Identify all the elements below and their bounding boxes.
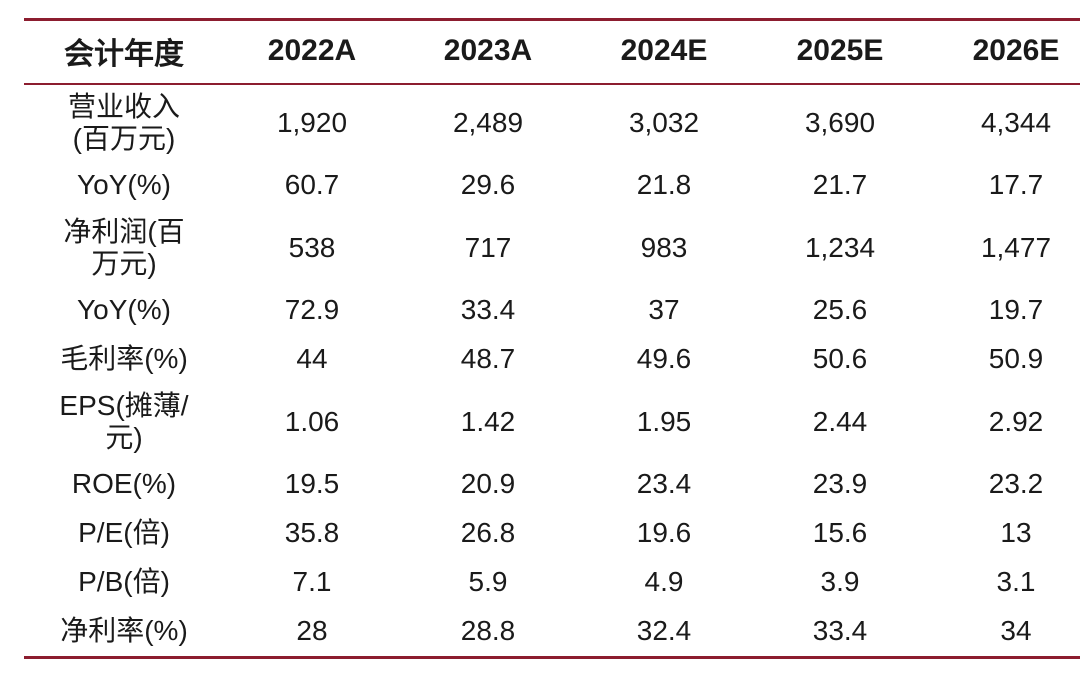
cell-value: 3.1 <box>928 558 1080 607</box>
cell-value: 3,690 <box>752 84 928 161</box>
cell-value: 5.9 <box>400 558 576 607</box>
cell-value: 2.92 <box>928 384 1080 460</box>
cell-value: 1.42 <box>400 384 576 460</box>
table-row: YoY(%)72.933.43725.619.7 <box>24 286 1080 335</box>
cell-value: 20.9 <box>400 460 576 509</box>
col-header-label: 会计年度 <box>24 20 224 85</box>
table-row: 净利率(%)2828.832.433.434 <box>24 607 1080 658</box>
table-row: 净利润(百万元)5387179831,2341,477 <box>24 210 1080 286</box>
cell-value: 23.2 <box>928 460 1080 509</box>
cell-value: 4,344 <box>928 84 1080 161</box>
cell-value: 1.06 <box>224 384 400 460</box>
row-label: 净利润(百万元) <box>24 210 224 286</box>
cell-value: 34 <box>928 607 1080 658</box>
cell-value: 2.44 <box>752 384 928 460</box>
table-row: YoY(%)60.729.621.821.717.7 <box>24 161 1080 210</box>
cell-value: 29.6 <box>400 161 576 210</box>
cell-value: 983 <box>576 210 752 286</box>
cell-value: 1,234 <box>752 210 928 286</box>
cell-value: 72.9 <box>224 286 400 335</box>
cell-value: 23.9 <box>752 460 928 509</box>
cell-value: 35.8 <box>224 509 400 558</box>
cell-value: 28.8 <box>400 607 576 658</box>
row-label: ROE(%) <box>24 460 224 509</box>
cell-value: 17.7 <box>928 161 1080 210</box>
row-label: 净利率(%) <box>24 607 224 658</box>
table-header-row: 会计年度 2022A 2023A 2024E 2025E 2026E <box>24 20 1080 85</box>
table-row: 营业收入(百万元)1,9202,4893,0323,6904,344 <box>24 84 1080 161</box>
cell-value: 19.6 <box>576 509 752 558</box>
cell-value: 50.9 <box>928 335 1080 384</box>
cell-value: 21.8 <box>576 161 752 210</box>
table-row: P/E(倍)35.826.819.615.613 <box>24 509 1080 558</box>
col-header-2023a: 2023A <box>400 20 576 85</box>
cell-value: 49.6 <box>576 335 752 384</box>
cell-value: 1,920 <box>224 84 400 161</box>
row-label: YoY(%) <box>24 286 224 335</box>
cell-value: 33.4 <box>400 286 576 335</box>
row-label: P/B(倍) <box>24 558 224 607</box>
table-body: 营业收入(百万元)1,9202,4893,0323,6904,344YoY(%)… <box>24 84 1080 658</box>
cell-value: 32.4 <box>576 607 752 658</box>
cell-value: 7.1 <box>224 558 400 607</box>
cell-value: 26.8 <box>400 509 576 558</box>
cell-value: 19.5 <box>224 460 400 509</box>
cell-value: 28 <box>224 607 400 658</box>
cell-value: 13 <box>928 509 1080 558</box>
col-header-2026e: 2026E <box>928 20 1080 85</box>
cell-value: 33.4 <box>752 607 928 658</box>
cell-value: 1.95 <box>576 384 752 460</box>
row-label: P/E(倍) <box>24 509 224 558</box>
cell-value: 21.7 <box>752 161 928 210</box>
table-row: EPS(摊薄/元)1.061.421.952.442.92 <box>24 384 1080 460</box>
cell-value: 23.4 <box>576 460 752 509</box>
cell-value: 2,489 <box>400 84 576 161</box>
cell-value: 4.9 <box>576 558 752 607</box>
cell-value: 19.7 <box>928 286 1080 335</box>
col-header-2022a: 2022A <box>224 20 400 85</box>
cell-value: 3.9 <box>752 558 928 607</box>
col-header-2025e: 2025E <box>752 20 928 85</box>
cell-value: 37 <box>576 286 752 335</box>
cell-value: 50.6 <box>752 335 928 384</box>
row-label: 毛利率(%) <box>24 335 224 384</box>
row-label: YoY(%) <box>24 161 224 210</box>
cell-value: 60.7 <box>224 161 400 210</box>
cell-value: 48.7 <box>400 335 576 384</box>
row-label: EPS(摊薄/元) <box>24 384 224 460</box>
table-row: 毛利率(%)4448.749.650.650.9 <box>24 335 1080 384</box>
cell-value: 15.6 <box>752 509 928 558</box>
cell-value: 538 <box>224 210 400 286</box>
cell-value: 1,477 <box>928 210 1080 286</box>
financial-forecast-table: 会计年度 2022A 2023A 2024E 2025E 2026E 营业收入(… <box>24 18 1080 659</box>
cell-value: 44 <box>224 335 400 384</box>
col-header-2024e: 2024E <box>576 20 752 85</box>
table-row: ROE(%)19.520.923.423.923.2 <box>24 460 1080 509</box>
cell-value: 3,032 <box>576 84 752 161</box>
cell-value: 25.6 <box>752 286 928 335</box>
row-label: 营业收入(百万元) <box>24 84 224 161</box>
cell-value: 717 <box>400 210 576 286</box>
table-row: P/B(倍)7.15.94.93.93.1 <box>24 558 1080 607</box>
